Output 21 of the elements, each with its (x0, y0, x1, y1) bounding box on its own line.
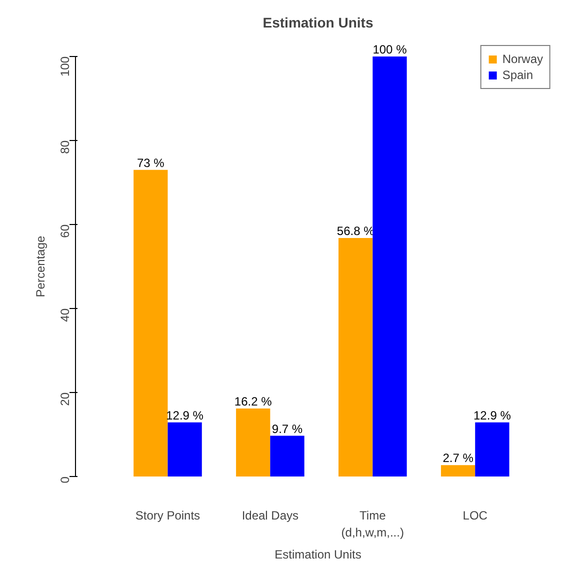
data-label: 12.9 % (474, 408, 512, 422)
x-axis-title: Estimation Units (274, 547, 362, 562)
chart-title: Estimation Units (262, 14, 374, 30)
legend-label: Norway (502, 52, 543, 66)
data-label: 100 % (372, 42, 408, 56)
data-label: 73 % (136, 156, 165, 170)
y-tick-label: 0 (58, 476, 72, 484)
y-tick-label: 40 (58, 308, 72, 322)
y-axis-title: Percentage (34, 235, 48, 298)
data-label: 16.2 % (234, 394, 272, 408)
y-tick-label: 20 (58, 392, 72, 406)
data-label: 2.7 % (442, 451, 474, 466)
y-tick-label: 60 (58, 224, 72, 238)
y-tick-label: 80 (58, 140, 72, 154)
data-label: 9.7 % (272, 422, 303, 436)
x-tick-label: LOC (462, 508, 488, 522)
x-tick-label: Story Points (135, 508, 200, 522)
legend-label: Spain (502, 68, 534, 82)
x-tick-label: Ideal Days (242, 508, 299, 522)
x-tick-label: Time (d,h,w,m,...) (341, 508, 404, 540)
y-tick-label: 100 (58, 56, 72, 77)
